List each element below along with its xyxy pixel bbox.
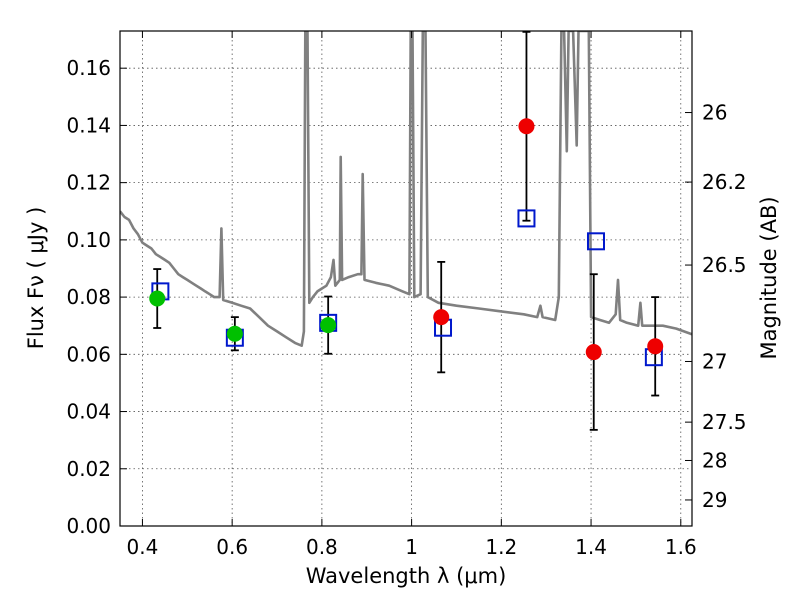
y-tick-label: 0.04 xyxy=(66,400,111,424)
model-flux-square xyxy=(586,232,605,251)
model-flux-square xyxy=(517,209,536,228)
y-tick-label: 0.14 xyxy=(66,113,111,137)
nir-flux-point xyxy=(518,118,535,135)
x-tick-label: 1.4 xyxy=(575,535,607,559)
x-tick-label: 0.4 xyxy=(127,535,159,559)
y-tick-label: 0.02 xyxy=(66,457,111,481)
right-tick-label: 26 xyxy=(702,101,727,125)
model-spectrum-line xyxy=(120,31,692,347)
nir-flux-point xyxy=(585,344,602,361)
x-axis-ticks: 0.4 0.6 0.8 1 1.2 1.4 1.6 xyxy=(127,31,697,559)
x-tick-label: 1.6 xyxy=(665,535,697,559)
y-tick-label: 0.16 xyxy=(66,56,111,80)
y-tick-label: 0.08 xyxy=(66,285,111,309)
y-axis-ticks: 0.00 0.02 0.04 0.06 0.08 0.10 0.12 0.14 0.16 xyxy=(66,56,127,538)
observed-flux-markers xyxy=(149,118,664,361)
right-tick-label: 26.2 xyxy=(702,170,747,194)
x-tick-label: 0.8 xyxy=(306,535,338,559)
nir-flux-point xyxy=(433,309,450,326)
x-axis-label: Wavelength λ (μm) xyxy=(306,564,507,588)
right-tick-label: 26.5 xyxy=(702,253,747,277)
optical-flux-point xyxy=(320,317,337,334)
x-tick-label: 1 xyxy=(405,535,418,559)
axes-frame xyxy=(119,30,693,527)
right-tick-label: 27.5 xyxy=(702,410,747,434)
right-tick-label: 29 xyxy=(702,488,727,512)
right-tick-label: 27 xyxy=(702,349,727,373)
optical-flux-point xyxy=(149,290,166,307)
x-tick-label: 0.6 xyxy=(216,535,248,559)
right-tick-label: 28 xyxy=(702,448,727,472)
right-axis-label: Magnitude (AB) xyxy=(757,196,781,359)
right-axis-ticks: 26 26.2 26.5 27 27.5 28 29 xyxy=(685,101,747,512)
y-tick-label: 0.12 xyxy=(66,171,111,195)
y-tick-label: 0.00 xyxy=(66,514,111,538)
x-tick-label: 1.2 xyxy=(485,535,517,559)
optical-flux-point xyxy=(226,325,243,342)
nir-flux-point xyxy=(647,338,664,355)
error-bars xyxy=(153,31,660,431)
y-tick-label: 0.06 xyxy=(66,342,111,366)
y-axis-label: Flux Fν ( μJy ) xyxy=(24,207,48,350)
y-tick-label: 0.10 xyxy=(66,228,111,252)
model-flux-markers xyxy=(151,209,663,367)
grid-lines xyxy=(120,31,692,527)
plot-area xyxy=(120,31,692,431)
